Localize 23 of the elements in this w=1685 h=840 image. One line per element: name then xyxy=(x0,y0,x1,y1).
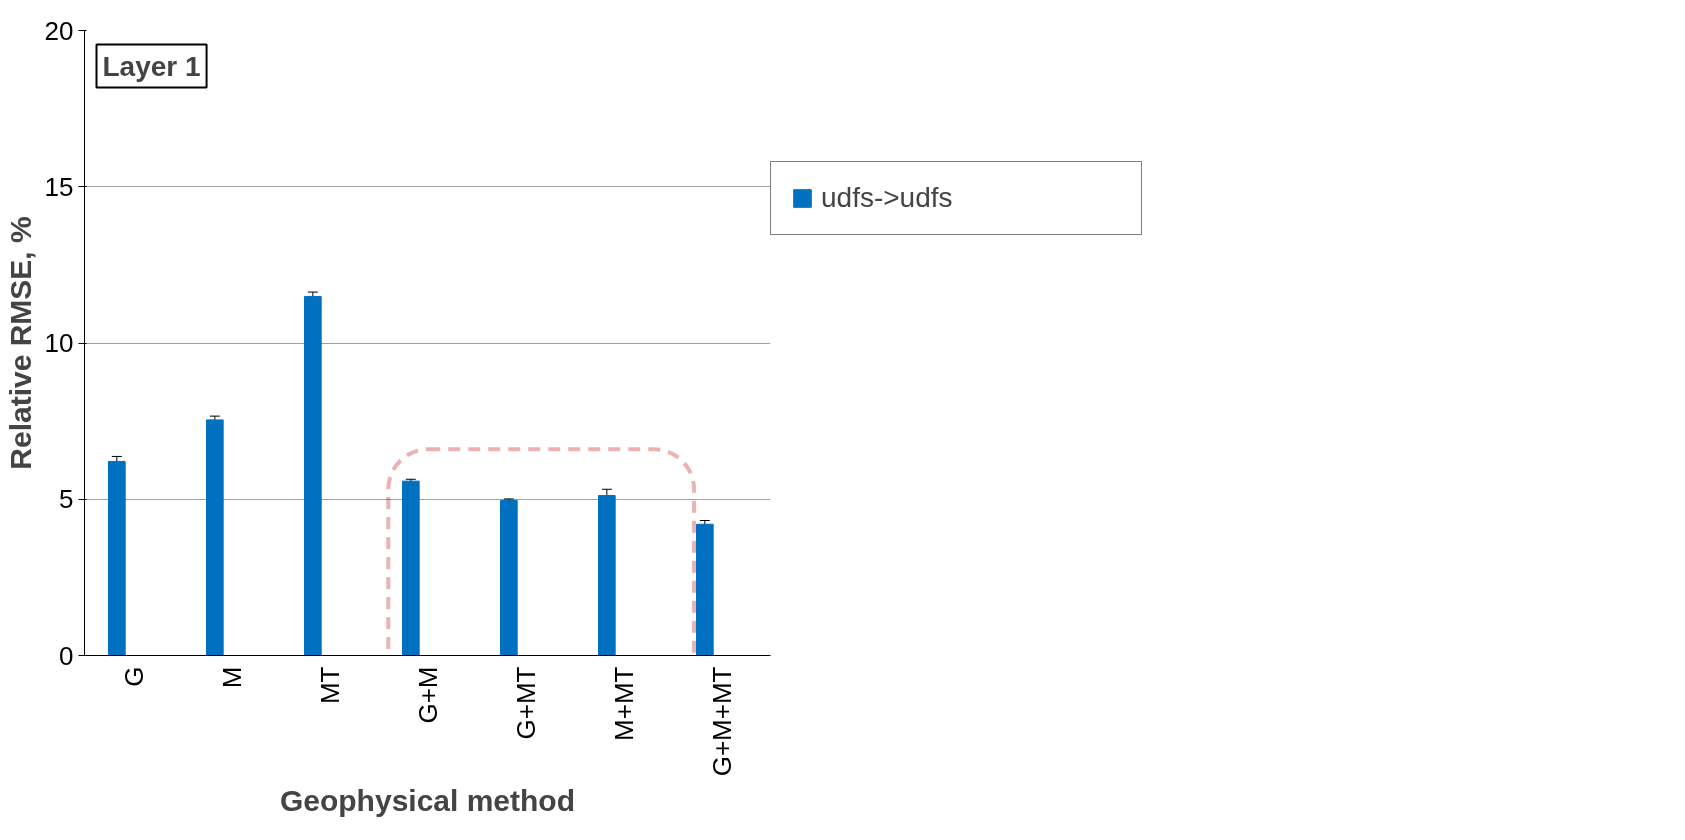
bar xyxy=(402,480,420,656)
y-tick-label: 0 xyxy=(59,640,74,671)
bar xyxy=(598,495,616,656)
y-axis-title: Relative RMSE, % xyxy=(3,216,37,470)
x-tick-label: G+M xyxy=(412,666,443,724)
x-tick-label: G xyxy=(118,666,149,687)
y-tick-label: 15 xyxy=(44,171,74,202)
x-tick-label: G+MT xyxy=(510,666,541,740)
x-tick-label: M+MT xyxy=(608,666,639,741)
x-tick-label: M xyxy=(216,666,247,689)
legend-label: udfs->udfs xyxy=(821,182,954,214)
annotation: Layer 1 xyxy=(102,50,201,82)
bar xyxy=(500,500,518,656)
bar xyxy=(206,419,224,656)
x-tick-label: G+M+MT xyxy=(706,666,737,777)
bar xyxy=(108,460,126,656)
y-tick-label: 10 xyxy=(44,328,74,358)
y-tick-label: 20 xyxy=(44,15,74,46)
bar xyxy=(696,523,714,656)
y-tick-label: 5 xyxy=(59,484,74,515)
x-axis-title: Geophysical method xyxy=(279,784,576,818)
bar xyxy=(304,295,322,656)
x-tick-label: MT xyxy=(314,666,345,705)
